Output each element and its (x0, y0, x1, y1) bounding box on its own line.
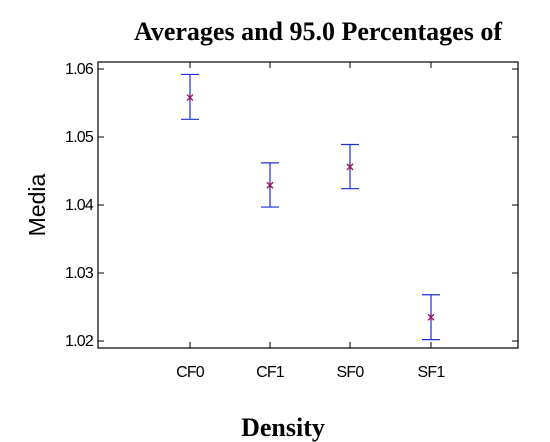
y-axis-label: Media (24, 173, 50, 236)
x-tick-label: CF1 (256, 364, 285, 381)
plot-frame (97, 61, 519, 349)
mean-point-cf0 (186, 94, 194, 102)
y-tick-label: 1.03 (65, 265, 94, 282)
x-tick-label: SF1 (418, 364, 446, 381)
y-tick-label: 1.04 (65, 197, 94, 214)
chart-title: Averages and 95.0 Percentages of (134, 17, 502, 46)
y-tick-label: 1.06 (65, 61, 94, 78)
x-tick-label: SF0 (337, 364, 365, 381)
mean-point-sf1 (427, 313, 435, 321)
chart-marks (181, 73, 440, 341)
y-tick-label: 1.05 (65, 129, 94, 146)
x-axis-ticks: CF0 CF1 SF0 SF1 (176, 62, 446, 381)
y-tick-label: 1.02 (65, 333, 94, 350)
y-axis-ticks: 1.02 1.03 1.04 1.05 1.06 (65, 61, 518, 350)
mean-point-sf0 (346, 163, 354, 171)
mean-point-cf1 (266, 181, 274, 189)
x-tick-label: CF0 (176, 364, 205, 381)
x-axis-label: Density (241, 413, 325, 442)
